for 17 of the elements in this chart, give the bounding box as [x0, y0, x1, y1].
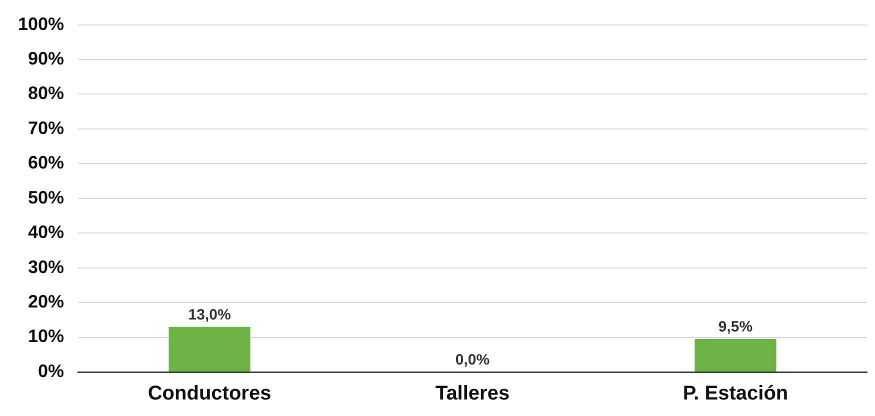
x-tick-label: Talleres	[435, 382, 510, 405]
y-tick-label: 20%	[28, 292, 64, 312]
y-tick-label: 10%	[28, 326, 64, 346]
x-tick-label: P. Estación	[682, 382, 788, 405]
x-tick-label: Conductores	[148, 382, 272, 405]
y-tick-label: 100%	[18, 14, 64, 34]
y-tick-label: 90%	[28, 48, 64, 68]
y-tick-label: 80%	[28, 83, 64, 104]
y-tick-label: 60%	[28, 152, 64, 173]
data-label: 0,0%	[455, 352, 490, 369]
y-tick-label: 40%	[28, 222, 64, 242]
y-tick-label: 30%	[28, 256, 64, 277]
y-tick-label: 0%	[38, 360, 64, 381]
y-tick-label: 70%	[28, 118, 64, 138]
data-label: 13,0%	[188, 306, 231, 324]
y-tick-label: 50%	[28, 187, 64, 208]
data-label: 9,5%	[718, 318, 753, 336]
